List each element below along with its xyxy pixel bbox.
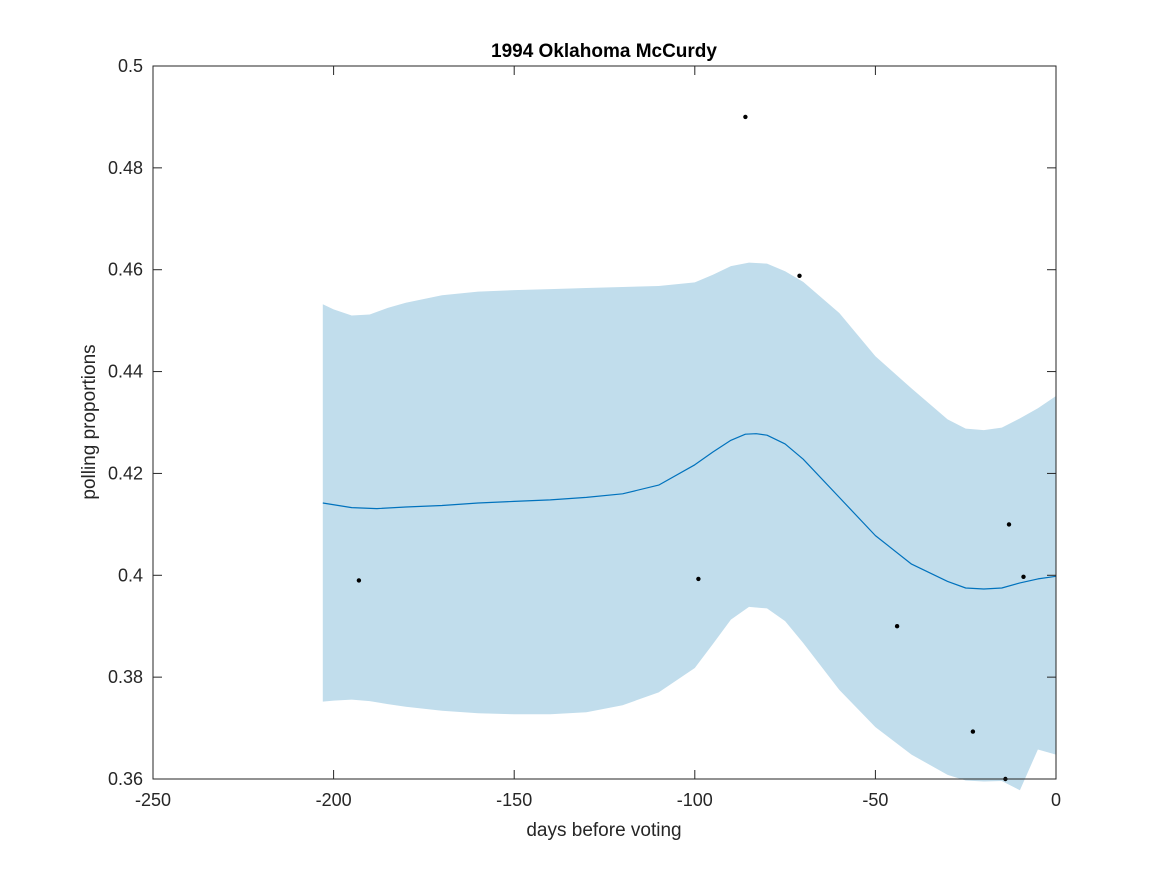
data-point (356, 578, 362, 583)
y-tick-label: 0.48 (108, 158, 143, 178)
labels-layer: 1994 Oklahoma McCurdy days before voting… (79, 41, 717, 841)
y-tick-label: 0.44 (108, 362, 143, 382)
data-point (1021, 574, 1026, 579)
fit-line-layer (322, 433, 1057, 590)
x-tick-label: -250 (135, 790, 171, 810)
y-axis-label: polling proportions (79, 344, 100, 499)
fit-line (322, 433, 1057, 590)
x-tick-label: -100 (677, 790, 713, 810)
data-point (797, 273, 802, 278)
data-point (743, 114, 748, 120)
y-tick-label: 0.42 (108, 463, 143, 483)
y-tick-label: 0.46 (108, 260, 143, 280)
data-point (1006, 522, 1012, 527)
x-tick-label: -50 (862, 790, 888, 810)
axes-box (152, 65, 1057, 780)
data-point (970, 729, 976, 734)
x-tick-label: 0 (1051, 790, 1061, 810)
data-point (696, 576, 701, 582)
chart-title: 1994 Oklahoma McCurdy (491, 41, 717, 62)
y-tick-label: 0.38 (108, 667, 143, 687)
x-tick-label: -200 (316, 790, 352, 810)
axes-layer: -250 -200 -150 -100 -50 0 0.36 0.38 0.4 0.42 0.44 0… (108, 56, 1061, 810)
data-point (894, 624, 900, 629)
x-axis-label: days before voting (526, 820, 681, 841)
confidence-band-layer (322, 262, 1056, 791)
y-tick-label: 0.5 (118, 56, 143, 76)
y-tick-label: 0.36 (108, 769, 143, 789)
x-tick-label: -150 (496, 790, 532, 810)
y-tick-label: 0.4 (118, 565, 143, 585)
confidence-band (322, 262, 1056, 791)
